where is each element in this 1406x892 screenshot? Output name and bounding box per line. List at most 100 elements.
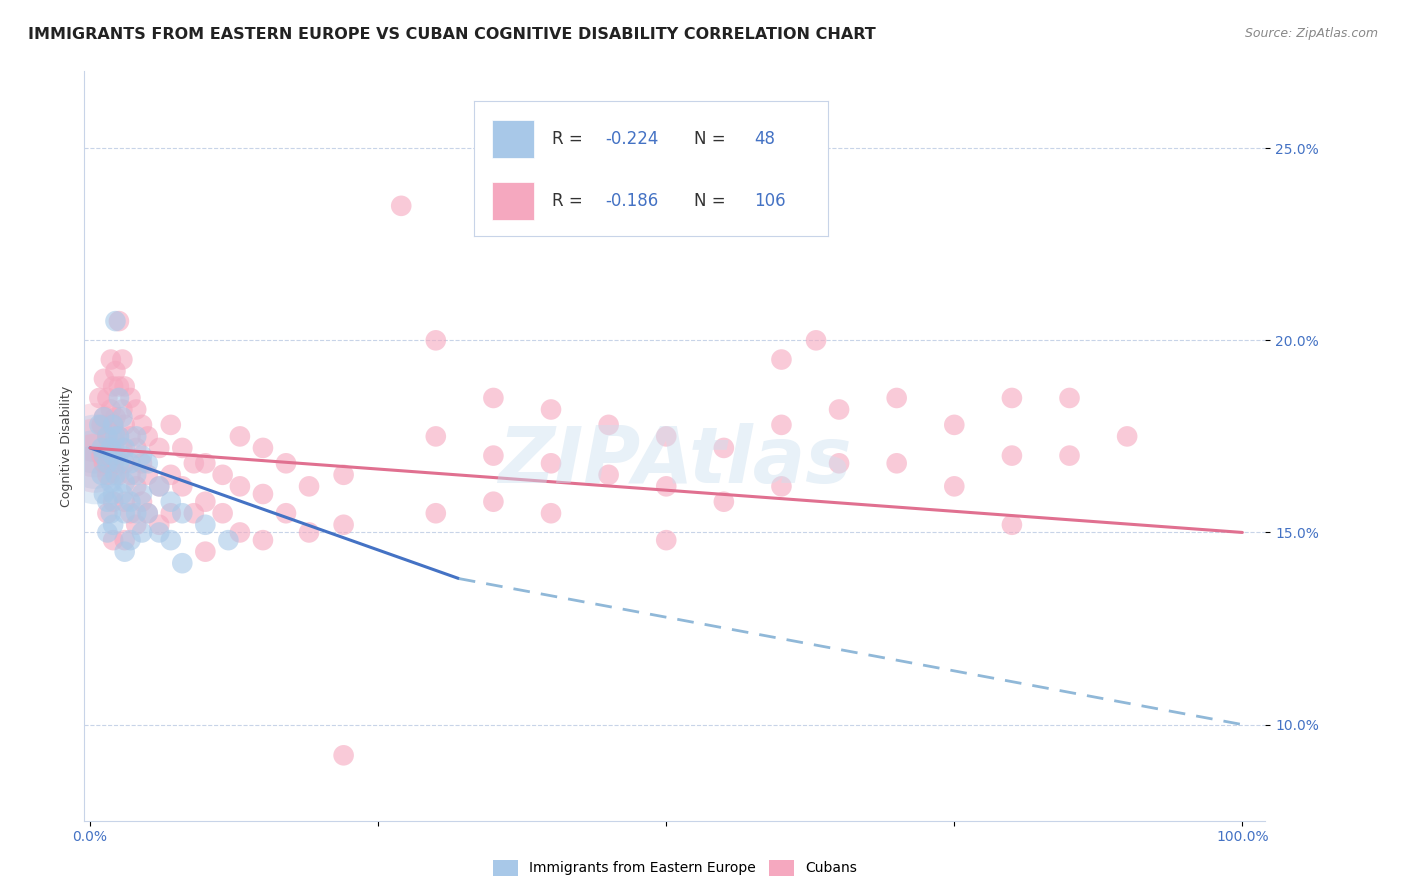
Point	[108, 391, 131, 405]
Point	[93, 456, 115, 470]
Point	[540, 402, 562, 417]
Point	[211, 506, 233, 520]
Point	[83, 452, 105, 467]
Point	[298, 479, 321, 493]
Point	[886, 456, 908, 470]
Point	[125, 402, 148, 417]
Point	[96, 391, 118, 405]
Point	[172, 441, 194, 455]
Point	[114, 544, 136, 558]
Point	[125, 506, 148, 520]
Point	[131, 449, 153, 463]
Point	[125, 429, 148, 443]
Point	[713, 441, 735, 455]
Point	[120, 506, 142, 520]
Point	[93, 372, 115, 386]
Text: ZIPAtlas: ZIPAtlas	[498, 423, 852, 499]
Point	[93, 487, 115, 501]
Point	[111, 449, 134, 463]
Point	[131, 525, 153, 540]
Point	[332, 467, 354, 482]
Point	[114, 441, 136, 455]
Point	[83, 467, 105, 482]
Point	[101, 487, 124, 501]
Point	[83, 441, 105, 455]
Point	[125, 467, 148, 482]
Point	[101, 449, 124, 463]
Point	[1001, 517, 1024, 532]
Point	[655, 479, 678, 493]
Point	[93, 410, 115, 425]
Point	[229, 479, 252, 493]
Point	[148, 479, 170, 493]
Point	[886, 391, 908, 405]
Point	[90, 441, 112, 455]
Point	[148, 517, 170, 532]
Point	[111, 487, 134, 501]
Point	[96, 525, 118, 540]
Point	[90, 417, 112, 432]
Text: IMMIGRANTS FROM EASTERN EUROPE VS CUBAN COGNITIVE DISABILITY CORRELATION CHART: IMMIGRANTS FROM EASTERN EUROPE VS CUBAN …	[28, 27, 876, 42]
Point	[183, 506, 205, 520]
Point	[172, 506, 194, 520]
Point	[1116, 429, 1139, 443]
Point	[159, 467, 181, 482]
Point	[120, 494, 142, 508]
Point	[148, 441, 170, 455]
Point	[83, 456, 105, 470]
Point	[943, 479, 966, 493]
Point	[194, 456, 217, 470]
Point	[1001, 449, 1024, 463]
Point	[252, 441, 274, 455]
Point	[101, 417, 124, 432]
Point	[104, 410, 127, 425]
Point	[83, 425, 105, 440]
Point	[1001, 391, 1024, 405]
Point	[321, 840, 343, 855]
Point	[194, 517, 217, 532]
Point	[111, 352, 134, 367]
Point	[90, 467, 112, 482]
Point	[217, 533, 239, 548]
Point	[274, 456, 297, 470]
Point	[131, 494, 153, 508]
Point	[413, 840, 436, 855]
Point	[101, 517, 124, 532]
Text: Source: ZipAtlas.com: Source: ZipAtlas.com	[1244, 27, 1378, 40]
Point	[104, 467, 127, 482]
Point	[274, 506, 297, 520]
Point	[108, 429, 131, 443]
Point	[104, 314, 127, 328]
Point	[114, 417, 136, 432]
Point	[120, 456, 142, 470]
Point	[229, 525, 252, 540]
Point	[108, 456, 131, 470]
Point	[713, 494, 735, 508]
Point	[482, 449, 505, 463]
Point	[148, 479, 170, 493]
Point	[770, 352, 793, 367]
Point	[136, 467, 159, 482]
Point	[120, 429, 142, 443]
Point	[101, 379, 124, 393]
Point	[96, 494, 118, 508]
Point	[83, 437, 105, 451]
Point	[655, 533, 678, 548]
Point	[108, 467, 131, 482]
Point	[211, 467, 233, 482]
Point	[148, 525, 170, 540]
Point	[770, 417, 793, 432]
Point	[131, 417, 153, 432]
Point	[100, 449, 122, 463]
Point	[159, 494, 181, 508]
Point	[770, 479, 793, 493]
Point	[100, 352, 122, 367]
Point	[114, 506, 136, 520]
Legend: Immigrants from Eastern Europe, Cubans: Immigrants from Eastern Europe, Cubans	[486, 854, 863, 881]
Point	[100, 402, 122, 417]
Point	[104, 429, 127, 443]
Point	[90, 449, 112, 463]
Point	[111, 410, 134, 425]
Point	[540, 506, 562, 520]
Point	[131, 487, 153, 501]
